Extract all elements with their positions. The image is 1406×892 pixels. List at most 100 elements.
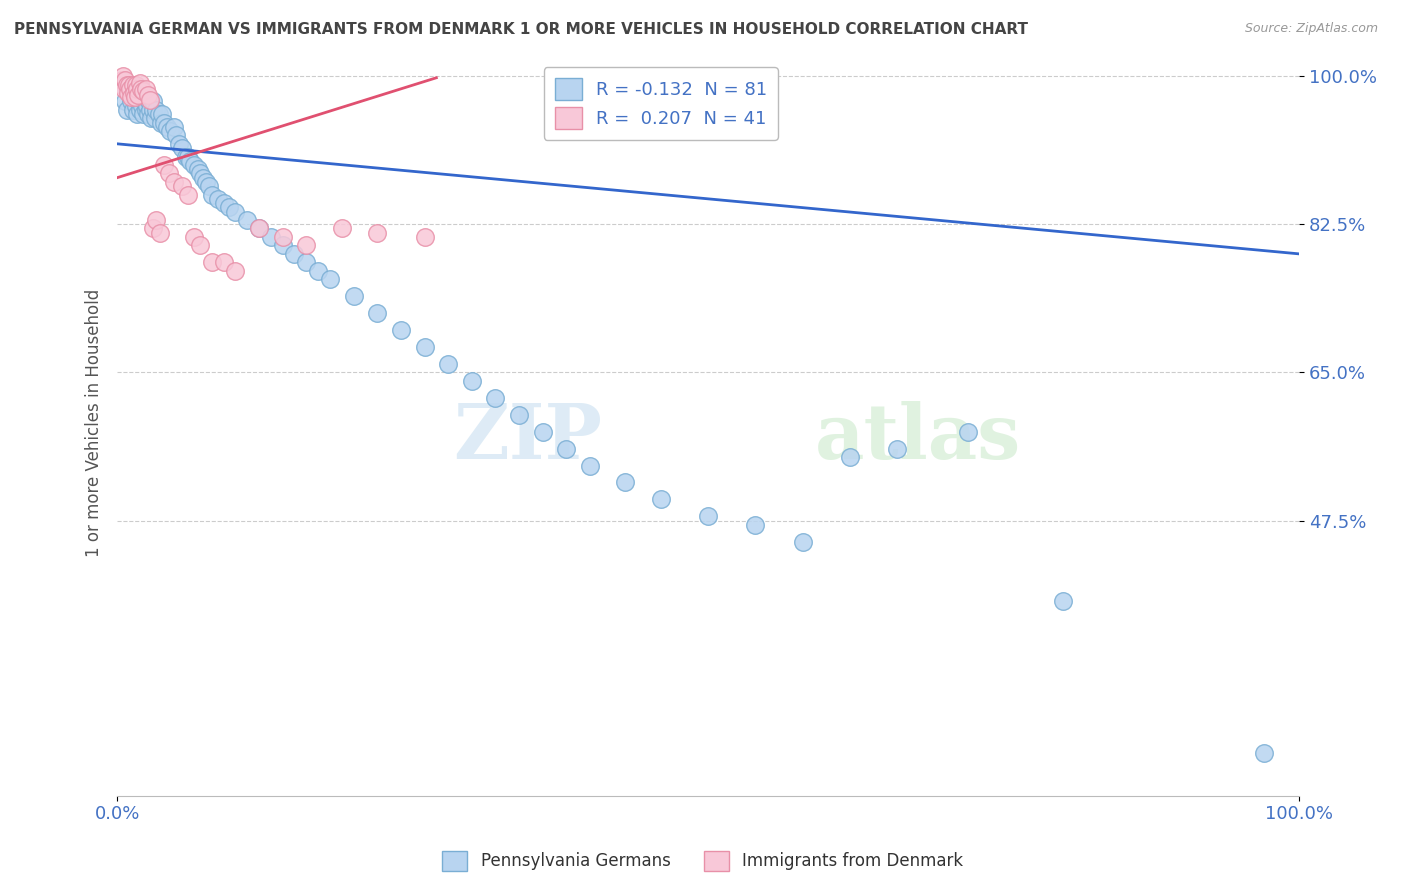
Point [886, 442, 908, 456]
Point [260, 230, 283, 244]
Point [342, 289, 364, 303]
Point [114, 73, 136, 87]
Point [127, 107, 149, 121]
Point [177, 187, 200, 202]
Point [957, 425, 980, 439]
Point [118, 78, 141, 92]
Point [114, 95, 136, 109]
Point [150, 107, 173, 121]
Point [247, 221, 270, 235]
Point [366, 306, 388, 320]
Point [131, 99, 153, 113]
Point [128, 76, 150, 90]
Point [283, 247, 305, 261]
Point [413, 230, 436, 244]
Point [366, 226, 388, 240]
Point [118, 78, 141, 92]
Point [413, 340, 436, 354]
Point [110, 78, 132, 92]
Point [128, 103, 150, 117]
Point [117, 86, 139, 100]
Point [129, 82, 152, 96]
Point [188, 166, 211, 180]
Point [145, 213, 167, 227]
Point [295, 238, 318, 252]
Point [129, 90, 152, 104]
Point [132, 107, 155, 121]
Point [142, 95, 165, 109]
Point [271, 238, 294, 252]
Point [531, 425, 554, 439]
Point [212, 196, 235, 211]
Point [201, 255, 224, 269]
Point [319, 272, 342, 286]
Point [167, 136, 190, 151]
Point [218, 200, 240, 214]
Point [163, 120, 186, 134]
Point [389, 323, 412, 337]
Point [194, 175, 217, 189]
Point [461, 374, 484, 388]
Point [115, 78, 138, 92]
Point [484, 391, 506, 405]
Point [141, 112, 163, 126]
Point [121, 103, 143, 117]
Point [134, 95, 156, 109]
Point [212, 255, 235, 269]
Point [198, 179, 221, 194]
Point [207, 192, 229, 206]
Point [135, 99, 157, 113]
Point [157, 166, 180, 180]
Point [1253, 747, 1275, 761]
Point [839, 450, 862, 464]
Point [201, 187, 224, 202]
Point [149, 115, 172, 129]
Point [129, 82, 152, 96]
Point [163, 175, 186, 189]
Point [174, 149, 197, 163]
Point [149, 226, 172, 240]
Text: atlas: atlas [814, 401, 1021, 475]
Point [122, 90, 145, 104]
Point [159, 124, 181, 138]
Point [271, 230, 294, 244]
Point [187, 162, 209, 177]
Point [115, 103, 138, 117]
Legend: Pennsylvania Germans, Immigrants from Denmark: Pennsylvania Germans, Immigrants from De… [434, 842, 972, 880]
Point [437, 357, 460, 371]
Point [650, 492, 672, 507]
Point [127, 82, 149, 96]
Point [172, 179, 194, 194]
Point [138, 95, 160, 109]
Point [247, 221, 270, 235]
Point [165, 128, 187, 143]
Point [179, 153, 201, 168]
Point [555, 442, 578, 456]
Point [132, 84, 155, 98]
Point [118, 86, 141, 100]
Point [295, 255, 318, 269]
Point [143, 112, 166, 126]
Point [153, 115, 176, 129]
Point [156, 120, 179, 134]
Point [183, 230, 205, 244]
Point [120, 90, 142, 104]
Point [153, 158, 176, 172]
Point [224, 204, 246, 219]
Point [172, 141, 194, 155]
Point [188, 238, 211, 252]
Text: Source: ZipAtlas.com: Source: ZipAtlas.com [1244, 22, 1378, 36]
Point [111, 73, 134, 87]
Text: ZIP: ZIP [453, 401, 602, 475]
Point [792, 534, 814, 549]
Point [112, 69, 135, 83]
Point [508, 408, 530, 422]
Point [139, 93, 162, 107]
Point [177, 149, 200, 163]
Point [330, 221, 353, 235]
Point [120, 82, 142, 96]
Point [124, 90, 146, 104]
Point [122, 86, 145, 100]
Point [142, 103, 165, 117]
Point [1052, 594, 1074, 608]
